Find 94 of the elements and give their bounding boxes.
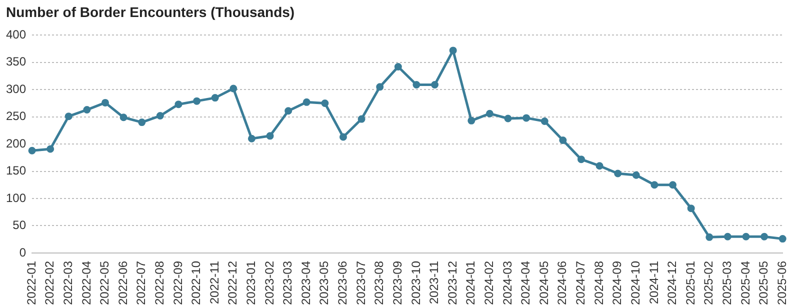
point	[284, 107, 292, 115]
x-tick-label: 2024-05	[536, 260, 551, 306]
point	[486, 110, 494, 118]
point	[174, 100, 182, 108]
point	[669, 181, 677, 189]
x-tick-label: 2024-07	[574, 260, 588, 306]
point	[266, 132, 274, 140]
x-tick-label: 2023-09	[390, 260, 404, 306]
y-tick-label: 100	[6, 190, 26, 205]
point	[230, 84, 238, 92]
x-tick-label: 2024-02	[482, 260, 496, 306]
x-tick-label: 2023-10	[408, 260, 423, 306]
x-tick-label: 2024-09	[610, 260, 624, 306]
point	[412, 80, 420, 88]
x-tick-label: 2023-03	[280, 260, 295, 306]
point	[431, 80, 439, 88]
x-tick-label: 2023-06	[336, 260, 350, 306]
point	[650, 181, 658, 189]
x-tick-label: 2023-05	[317, 260, 332, 306]
point	[540, 117, 548, 125]
point	[339, 133, 347, 141]
x-tick-label: 2023-01	[244, 260, 258, 306]
x-tick-label: 2023-07	[354, 260, 368, 306]
x-tick-label: 2024-03	[500, 260, 514, 306]
x-tick-label: 2025-01	[683, 260, 698, 306]
point	[394, 63, 402, 71]
x-tick-label: 2024-12	[665, 260, 680, 306]
x-tick-label: 2025-03	[720, 260, 734, 306]
x-tick-label: 2022-06	[116, 260, 130, 306]
point	[376, 83, 384, 91]
x-tick-label: 2023-12	[445, 260, 460, 306]
point	[321, 100, 329, 107]
x-tick-label: 2025-04	[738, 260, 752, 306]
x-tick-label: 2025-02	[702, 260, 716, 306]
x-tick-label: 2023-04	[298, 260, 313, 306]
x-tick-label: 2022-02	[42, 260, 57, 306]
point	[156, 112, 164, 120]
point	[577, 156, 585, 164]
point	[632, 171, 640, 179]
x-tick-label: 2022-10	[189, 260, 204, 306]
x-tick-label: 2024-01	[464, 260, 478, 306]
point	[778, 235, 786, 243]
y-tick-label: 150	[6, 164, 26, 178]
x-tick-label: 2024-04	[518, 260, 533, 306]
point	[614, 170, 622, 178]
point	[64, 112, 72, 120]
x-tick-label: 2022-03	[60, 260, 75, 306]
point	[522, 114, 530, 122]
point	[742, 232, 750, 240]
x-tick-label: 2024-10	[628, 260, 642, 306]
point	[559, 136, 567, 144]
point	[724, 232, 732, 240]
x-tick-label: 2022-01	[24, 260, 38, 306]
point	[46, 145, 54, 153]
point	[687, 204, 695, 212]
x-tick-label: 2024-08	[592, 260, 606, 306]
y-tick-label: 400	[6, 28, 26, 42]
point	[193, 97, 201, 105]
point	[102, 98, 109, 106]
point	[596, 162, 604, 170]
x-tick-label: 2025-06	[774, 260, 789, 306]
point	[760, 232, 768, 240]
point	[120, 114, 128, 122]
x-tick-label: 2024-11	[646, 260, 661, 304]
x-tick-label: 2025-05	[756, 260, 771, 306]
point	[449, 46, 457, 54]
x-tick-label: 2023-11	[427, 260, 442, 304]
point	[248, 134, 256, 142]
x-tick-label: 2022-09	[170, 260, 185, 306]
x-tick-label: 2024-06	[555, 260, 570, 306]
point	[28, 146, 36, 154]
point	[211, 94, 219, 102]
point	[302, 98, 310, 106]
x-tick-label: 2023-08	[372, 260, 386, 306]
y-tick-label: 0	[19, 245, 26, 260]
y-tick-label: 200	[6, 136, 26, 150]
x-tick-label: 2022-05	[98, 260, 112, 306]
y-tick-label: 50	[12, 218, 26, 232]
point	[468, 116, 476, 124]
y-tick-label: 250	[6, 109, 26, 124]
point	[706, 233, 714, 241]
point	[504, 114, 512, 122]
x-tick-label: 2023-02	[262, 260, 276, 306]
x-tick-label: 2022-11	[207, 260, 222, 304]
point	[138, 118, 146, 126]
x-tick-label: 2022-08	[152, 260, 166, 306]
chart-title: Number of Border Encounters (Thousands)	[6, 4, 295, 20]
point	[83, 106, 91, 114]
point	[358, 115, 366, 123]
x-tick-label: 2022-07	[134, 260, 148, 306]
y-tick-label: 300	[6, 82, 26, 96]
y-tick-label: 350	[6, 54, 26, 69]
x-tick-label: 2022-12	[226, 260, 240, 306]
x-tick-label: 2022-04	[79, 260, 94, 306]
